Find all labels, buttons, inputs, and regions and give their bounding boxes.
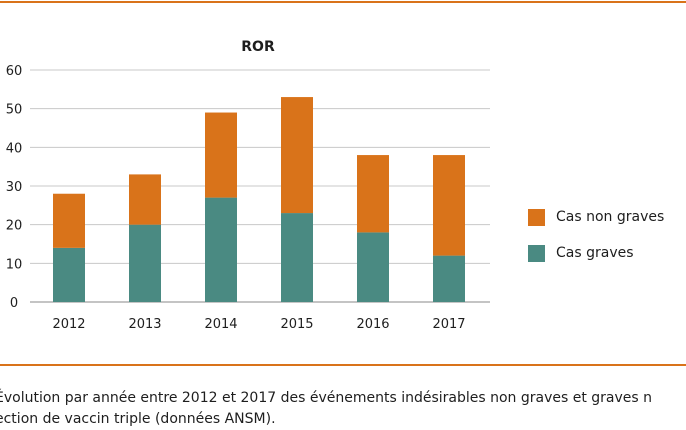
bar-non-graves-2013	[129, 174, 161, 225]
x-tick-label: 2013	[128, 317, 161, 332]
caption-line-2: ection de vaccin triple (données ANSM).	[0, 411, 276, 427]
bar-graves-2017	[433, 255, 465, 302]
legend-label-non-graves: Cas non graves	[556, 209, 665, 225]
legend-item-graves: Cas graves	[528, 243, 664, 263]
y-axis-ticks: 0 10 20 30 40 50 60	[6, 64, 23, 311]
grid-lines	[30, 69, 490, 303]
bar-non-graves-2017	[433, 155, 465, 256]
chart-title: ROR	[241, 39, 275, 55]
y-tick-label: 60	[6, 64, 23, 79]
x-tick-label: 2015	[280, 317, 313, 332]
legend-swatch-graves	[528, 244, 545, 262]
y-tick-label: 20	[6, 219, 23, 234]
figure-caption: Évolution par année entre 2012 et 2017 d…	[0, 388, 686, 430]
y-tick-label: 0	[10, 296, 18, 311]
x-tick-label: 2017	[432, 317, 465, 332]
y-tick-label: 50	[6, 103, 23, 118]
x-tick-label: 2016	[356, 317, 389, 332]
bar-non-graves-2016	[357, 155, 389, 233]
bar-graves-2014	[205, 197, 237, 302]
legend-label-graves: Cas graves	[556, 245, 634, 261]
bar-graves-2012	[53, 247, 85, 302]
caption-line-1: Évolution par année entre 2012 et 2017 d…	[0, 390, 653, 406]
bar-non-graves-2015	[281, 97, 313, 214]
bars	[53, 97, 465, 302]
x-tick-label: 2014	[204, 317, 237, 332]
bar-graves-2015	[281, 213, 313, 302]
bar-non-graves-2014	[205, 112, 237, 198]
x-tick-label: 2012	[52, 317, 85, 332]
bar-graves-2013	[129, 224, 161, 302]
legend-swatch-non-graves	[528, 208, 545, 226]
stacked-bar-chart: 0 10 20 30 40 50 60 2012 2013 2014 2015 2016 2017 R…	[6, 39, 490, 332]
legend: Cas non graves Cas graves	[528, 207, 664, 279]
bar-non-graves-2012	[53, 193, 85, 248]
y-tick-label: 40	[6, 141, 23, 156]
bar-graves-2016	[357, 232, 389, 302]
top-rule	[0, 1, 686, 3]
legend-item-non-graves: Cas non graves	[528, 207, 664, 227]
y-tick-label: 30	[6, 180, 23, 195]
bottom-rule	[0, 364, 686, 366]
y-tick-label: 10	[6, 257, 23, 272]
x-axis-ticks: 2012 2013 2014 2015 2016 2017	[52, 317, 465, 332]
